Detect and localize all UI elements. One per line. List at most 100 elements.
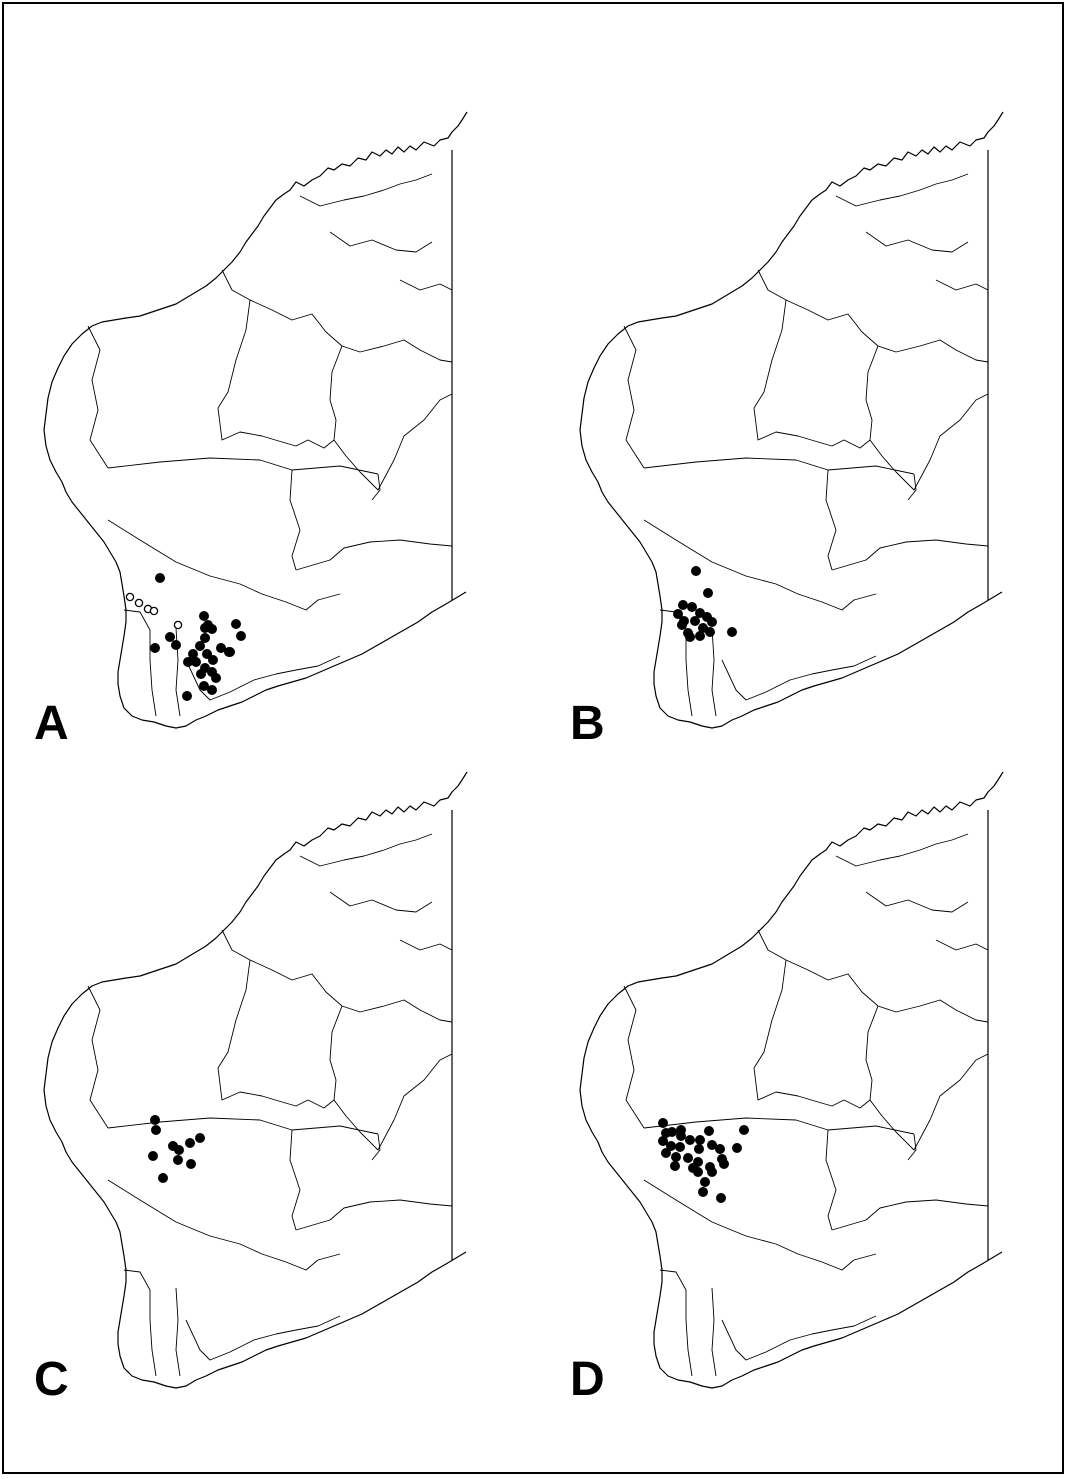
panel-d-region-boundary	[711, 1287, 717, 1377]
panel-c-region-boundary	[295, 1199, 453, 1231]
panel-d-base-map	[579, 771, 1004, 1389]
panel-a-record-point	[196, 669, 206, 679]
panel-c-base-map	[43, 771, 468, 1389]
panel-a-region-boundary	[87, 325, 109, 469]
panel-c-region-boundary	[221, 929, 453, 1023]
panel-d-region-boundary	[623, 985, 645, 1129]
panel-a-record-point	[195, 641, 205, 651]
panel-d-record-point	[707, 1140, 717, 1150]
panel-b-region-boundary	[935, 279, 989, 291]
panel-a-region-boundary	[123, 609, 157, 717]
panel-a-open-record-point	[149, 606, 159, 616]
panel-c-region-boundary	[289, 1129, 301, 1231]
panel-c-record-point	[185, 1138, 195, 1148]
panel-b-record-point	[690, 616, 700, 626]
panel-d-region-boundary	[907, 1133, 917, 1161]
panel-a-open-record-point	[134, 598, 144, 608]
panel-c-region-boundary	[185, 1315, 341, 1361]
panel-b-region-boundary	[865, 345, 989, 491]
panel-d-region-boundary	[831, 1199, 989, 1231]
panel-b-region-boundary	[643, 457, 915, 475]
panel-c-record-point	[158, 1173, 168, 1183]
panel-d-region-boundary	[935, 939, 989, 951]
panel-d-record-point	[698, 1187, 708, 1197]
panel-d-record-point	[732, 1143, 742, 1153]
panel-b-coastline	[579, 111, 1004, 729]
panel-d-record-point	[694, 1144, 704, 1154]
panel-d-record-point	[719, 1159, 729, 1169]
panel-b-region-boundary	[659, 609, 693, 717]
panel-b-region-boundary	[753, 299, 871, 449]
panel-c-region-boundary	[123, 1269, 157, 1377]
panel-d-record-point	[700, 1177, 710, 1187]
panel-d-record-point	[671, 1152, 681, 1162]
panel-b-record-point	[687, 602, 697, 612]
panel-b-region-boundary	[835, 173, 969, 207]
panel-a-record-point	[191, 657, 201, 667]
panel-b-region-boundary	[711, 627, 717, 717]
panel-a-region-boundary	[107, 519, 341, 611]
panel-d-region-boundary	[643, 1179, 877, 1271]
panel-a-record-point	[211, 673, 221, 683]
panel-d-record-point	[666, 1141, 676, 1151]
panel-label-c: C	[34, 1353, 69, 1406]
panel-c-region-boundary	[217, 959, 335, 1109]
panel-a-region-boundary	[221, 269, 453, 363]
panel-a-region-boundary	[107, 457, 379, 475]
panel-b-region-boundary	[865, 231, 969, 253]
panel-a-record-point	[182, 691, 192, 701]
panel-b-record-point	[703, 588, 713, 598]
panel-d-record-point	[704, 1126, 714, 1136]
panel-d-region-boundary	[643, 1117, 915, 1135]
panel-c-region-boundary	[299, 833, 433, 867]
panel-a-record-point	[207, 685, 217, 695]
panel-a-region-boundary	[329, 231, 433, 253]
panel-a-record-point	[231, 619, 241, 629]
panel-c-record-point	[148, 1151, 158, 1161]
panel-d-record-point	[661, 1128, 671, 1138]
panel-c-region-boundary	[329, 1005, 453, 1151]
panel-c-coastline	[43, 771, 468, 1389]
panel-d-record-point	[685, 1135, 695, 1145]
panel-d-region-boundary	[825, 1129, 837, 1231]
panel-d-record-point	[683, 1153, 693, 1163]
panel-a-region-boundary	[295, 539, 453, 571]
panel-d-record-point	[715, 1144, 725, 1154]
panel-d-record-point	[675, 1142, 685, 1152]
panel-d-region-boundary	[865, 1005, 989, 1151]
map-svg-b	[579, 111, 1004, 729]
panel-a-record-point	[183, 657, 193, 667]
panel-a-record-point	[171, 640, 181, 650]
panel-b-region-boundary	[831, 539, 989, 571]
panel-b-record-point	[705, 627, 715, 637]
panel-b-region-boundary	[825, 469, 837, 571]
panel-a-open-record-point	[125, 592, 135, 602]
panel-c-region-boundary	[329, 891, 433, 913]
panel-b-record-point	[707, 617, 717, 627]
panel-b-record-point	[678, 600, 688, 610]
panel-c-record-point	[195, 1133, 205, 1143]
panel-c-region-boundary	[399, 939, 453, 951]
panel-a-record-point	[199, 681, 209, 691]
panel-a-record-point	[224, 647, 234, 657]
panel-b-record-point	[695, 631, 705, 641]
panel-b-region-boundary	[623, 325, 645, 469]
panel-d-region-boundary	[659, 1269, 693, 1377]
panel-label-b: B	[570, 697, 605, 750]
map-svg-c	[43, 771, 468, 1389]
panel-c-region-boundary	[87, 985, 109, 1129]
panel-a-record-point	[207, 624, 217, 634]
panel-b-record-point	[673, 609, 683, 619]
panel-c-region-boundary	[175, 1287, 181, 1377]
panel-b-record-point	[727, 627, 737, 637]
panel-label-a: A	[34, 697, 69, 750]
panel-a-open-record-point	[173, 620, 183, 630]
panel-d-record-point	[658, 1136, 668, 1146]
panel-d-region-boundary	[757, 929, 989, 1023]
panel-d-record-point	[695, 1135, 705, 1145]
panel-a-region-boundary	[399, 279, 453, 291]
panel-a-region-boundary	[299, 173, 433, 207]
panel-b-record-point	[677, 620, 687, 630]
